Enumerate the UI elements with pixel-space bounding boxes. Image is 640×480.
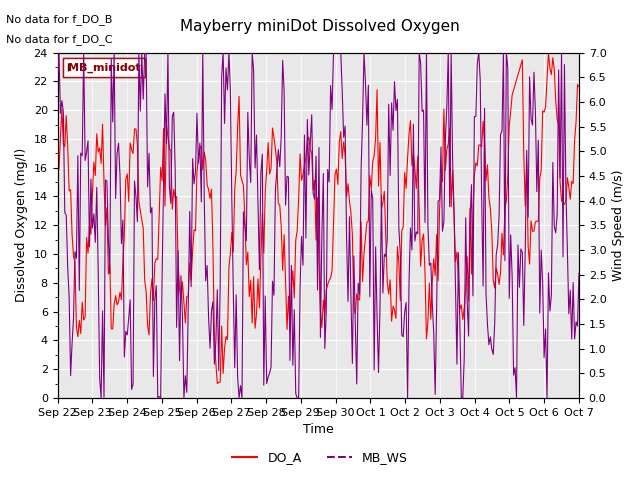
X-axis label: Time: Time: [303, 423, 333, 436]
Text: No data for f_DO_C: No data for f_DO_C: [6, 34, 113, 45]
Y-axis label: Wind Speed (m/s): Wind Speed (m/s): [612, 169, 625, 281]
Y-axis label: Dissolved Oxygen (mg/l): Dissolved Oxygen (mg/l): [15, 148, 28, 302]
Text: Mayberry miniDot Dissolved Oxygen: Mayberry miniDot Dissolved Oxygen: [180, 19, 460, 34]
Text: No data for f_DO_B: No data for f_DO_B: [6, 14, 113, 25]
Legend: MB_minidot: MB_minidot: [63, 58, 145, 77]
Legend: DO_A, MB_WS: DO_A, MB_WS: [227, 446, 413, 469]
